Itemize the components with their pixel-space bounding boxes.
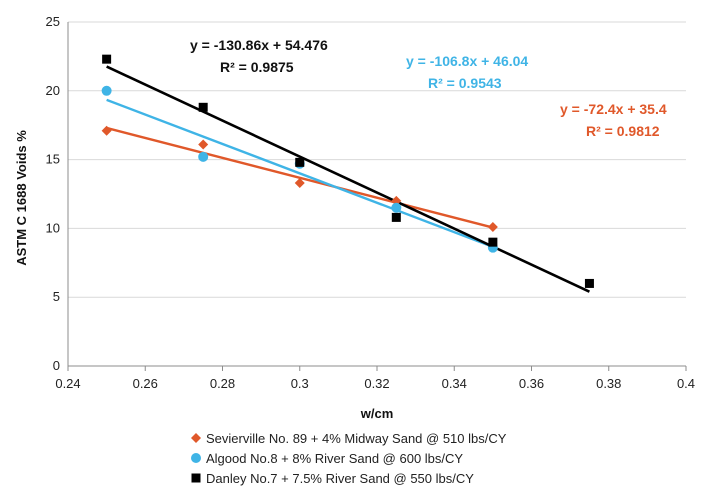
data-point-series-1-3 — [391, 202, 402, 213]
data-point-series-0-0 — [101, 125, 112, 136]
data-point-series-2-5 — [584, 278, 594, 288]
x-tick-label: 0.34 — [442, 376, 467, 391]
y-tick-label: 20 — [46, 83, 60, 98]
x-tick-label: 0.26 — [133, 376, 158, 391]
legend-marker-2 — [191, 473, 201, 483]
data-point-series-1-1 — [198, 151, 209, 162]
y-tick-label: 15 — [46, 152, 60, 167]
legend-label-2: Danley No.7 + 7.5% River Sand @ 550 lbs/… — [206, 471, 474, 486]
trendline-r2-0: R² = 0.9812 — [586, 123, 660, 139]
trendline-equation-0: y = -72.4x + 35.4 — [560, 101, 667, 117]
axis-layer: 0 5 10 15 20 25 0.24 0.26 0.28 0.3 0.32 0.34 0.36 0.3… — [14, 14, 695, 421]
data-point-series-0-2 — [294, 177, 305, 188]
trendline-series-1 — [106, 98, 494, 248]
data-point-series-0-3 — [391, 195, 402, 206]
legend: Sevierville No. 89 + 4% Midway Sand @ 51… — [191, 431, 507, 486]
x-tick-label: 0.4 — [677, 376, 695, 391]
x-tick-label: 0.36 — [519, 376, 544, 391]
legend-label-1: Algood No.8 + 8% River Sand @ 600 lbs/CY — [206, 451, 463, 466]
data-point-series-2-1 — [198, 102, 208, 112]
x-tick-label: 0.24 — [55, 376, 80, 391]
point-layer — [101, 54, 594, 288]
legend-marker-1 — [191, 453, 201, 463]
data-point-series-0-4 — [487, 222, 498, 233]
x-axis-title: w/cm — [360, 406, 394, 421]
trendline-r2-1: R² = 0.9543 — [428, 75, 502, 91]
trendline-series-0 — [106, 126, 494, 229]
x-tick-label: 0.28 — [210, 376, 235, 391]
data-point-series-2-3 — [391, 212, 401, 222]
trendline-r2-2: R² = 0.9875 — [220, 59, 294, 75]
trendline-series-2 — [106, 65, 590, 293]
y-tick-label: 0 — [53, 358, 60, 373]
x-tick-label: 0.32 — [364, 376, 389, 391]
trendline-layer — [106, 65, 590, 293]
x-tick-label: 0.3 — [291, 376, 309, 391]
legend-marker-0 — [191, 433, 201, 443]
annotation-layer: y = -72.4x + 35.4 R² = 0.9812 y = -106.8x … — [190, 37, 667, 139]
data-point-series-2-2 — [295, 157, 305, 167]
trendline-equation-1: y = -106.8x + 46.04 — [406, 53, 528, 69]
legend-label-0: Sevierville No. 89 + 4% Midway Sand @ 51… — [206, 431, 507, 446]
y-tick-label: 25 — [46, 14, 60, 29]
data-point-series-2-4 — [488, 237, 498, 247]
data-point-series-0-1 — [198, 139, 209, 150]
data-point-series-1-0 — [101, 85, 112, 96]
data-point-series-2-0 — [102, 54, 112, 64]
x-tick-label: 0.38 — [596, 376, 621, 391]
y-axis-title: ASTM C 1688 Voids % — [14, 130, 29, 266]
trendline-equation-2: y = -130.86x + 54.476 — [190, 37, 328, 53]
y-tick-label: 5 — [53, 289, 60, 304]
y-tick-label: 10 — [46, 220, 60, 235]
